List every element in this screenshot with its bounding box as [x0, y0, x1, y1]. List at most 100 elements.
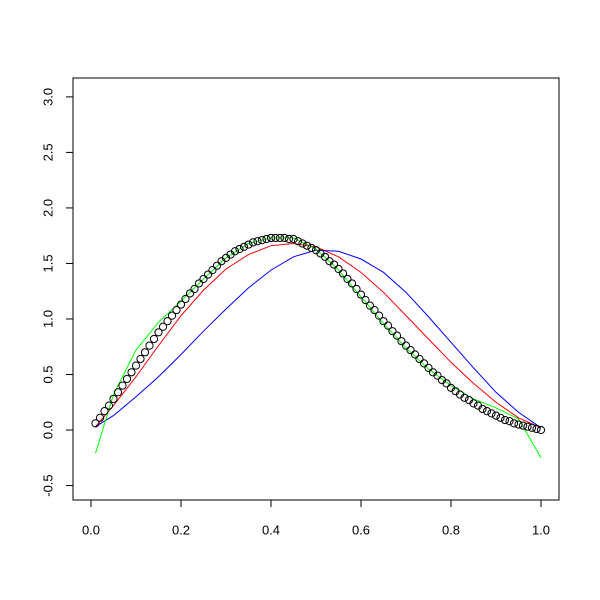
data-point: [388, 327, 397, 336]
y-tick-label: -0.5: [40, 474, 55, 496]
data-point: [289, 234, 298, 244]
data-point: [410, 350, 420, 359]
fit-line: [95, 249, 542, 429]
data-point: [172, 306, 181, 315]
x-tick-label: 0.4: [262, 522, 280, 537]
data-point: [122, 374, 132, 384]
data-point: [338, 269, 348, 278]
data-point: [491, 411, 501, 420]
data-point: [343, 274, 352, 284]
y-tick-label: 0.0: [40, 421, 55, 439]
fit-line: [95, 237, 542, 459]
data-point: [131, 361, 141, 370]
data-point: [460, 393, 469, 402]
data-point: [271, 233, 280, 243]
data-point: [415, 354, 424, 364]
data-point: [478, 404, 487, 414]
data-point: [383, 321, 393, 330]
x-tick-label: 0.0: [82, 522, 100, 537]
plot-frame: [72, 77, 560, 501]
data-point: [149, 334, 159, 344]
data-point: [320, 252, 330, 261]
data-point: [401, 341, 411, 350]
data-point: [212, 261, 222, 270]
y-tick-label: 1.5: [40, 254, 55, 272]
data-point: [284, 234, 294, 244]
data-point: [113, 388, 123, 397]
data-point: [253, 237, 262, 246]
data-point: [262, 234, 271, 244]
data-point: [298, 239, 307, 248]
data-point: [329, 260, 339, 269]
data-point: [104, 401, 114, 410]
data-point: [514, 420, 523, 429]
data-point: [356, 290, 366, 299]
data-point: [145, 341, 154, 350]
data-point: [95, 413, 105, 422]
data-point: [280, 233, 289, 243]
data-point: [136, 354, 145, 364]
data-point: [275, 233, 285, 243]
y-tick-label: 2.5: [40, 143, 55, 161]
data-point: [352, 284, 361, 294]
data-point: [518, 421, 528, 430]
data-point: [469, 399, 478, 408]
data-point: [419, 359, 429, 368]
data-point: [100, 407, 109, 416]
data-point: [496, 413, 505, 422]
data-point: [239, 242, 249, 251]
x-tick-label: 0.6: [352, 522, 370, 537]
data-point: [248, 238, 258, 247]
data-point: [374, 311, 384, 320]
data-point: [527, 423, 537, 432]
data-point: [307, 243, 316, 253]
data-point: [523, 422, 532, 431]
x-tick-label: 1.0: [532, 522, 550, 537]
data-point: [379, 317, 388, 326]
data-point: [532, 424, 541, 434]
data-point: [190, 284, 199, 294]
data-point: [397, 337, 406, 346]
data-point: [140, 348, 150, 357]
data-point: [509, 419, 519, 428]
data-point: [257, 236, 267, 245]
x-tick-label: 0.2: [172, 522, 190, 537]
data-point: [127, 368, 136, 377]
data-point: [176, 300, 186, 309]
data-point: [505, 417, 514, 426]
data-point: [181, 294, 190, 304]
data-point: [536, 425, 546, 435]
data-point: [392, 331, 402, 340]
data-point: [361, 296, 370, 305]
data-point: [370, 306, 379, 315]
y-tick-label: 2.0: [40, 199, 55, 217]
data-point: [500, 415, 510, 425]
y-tick-label: 3.0: [40, 88, 55, 106]
data-point: [406, 345, 415, 355]
data-point: [482, 407, 492, 416]
data-point: [158, 322, 168, 331]
data-point: [230, 247, 240, 256]
data-point: [118, 381, 127, 390]
y-tick-label: 1.0: [40, 310, 55, 328]
x-tick-label: 0.8: [442, 522, 460, 537]
data-point: [185, 289, 195, 298]
data-point: [433, 371, 442, 380]
data-point: [208, 266, 217, 275]
data-point: [347, 279, 357, 288]
data-point: [302, 241, 312, 250]
data-point: [167, 311, 177, 320]
data-point: [266, 233, 276, 243]
data-point: [293, 237, 303, 246]
data-point: [91, 419, 100, 428]
data-point: [334, 264, 343, 274]
data-point: [487, 409, 496, 418]
data-point: [203, 270, 213, 279]
data-point: [365, 301, 375, 310]
y-tick-label: 0.5: [40, 365, 55, 383]
data-point: [244, 240, 253, 249]
data-point: [235, 244, 244, 254]
data-point: [199, 274, 208, 284]
data-point: [442, 379, 451, 388]
